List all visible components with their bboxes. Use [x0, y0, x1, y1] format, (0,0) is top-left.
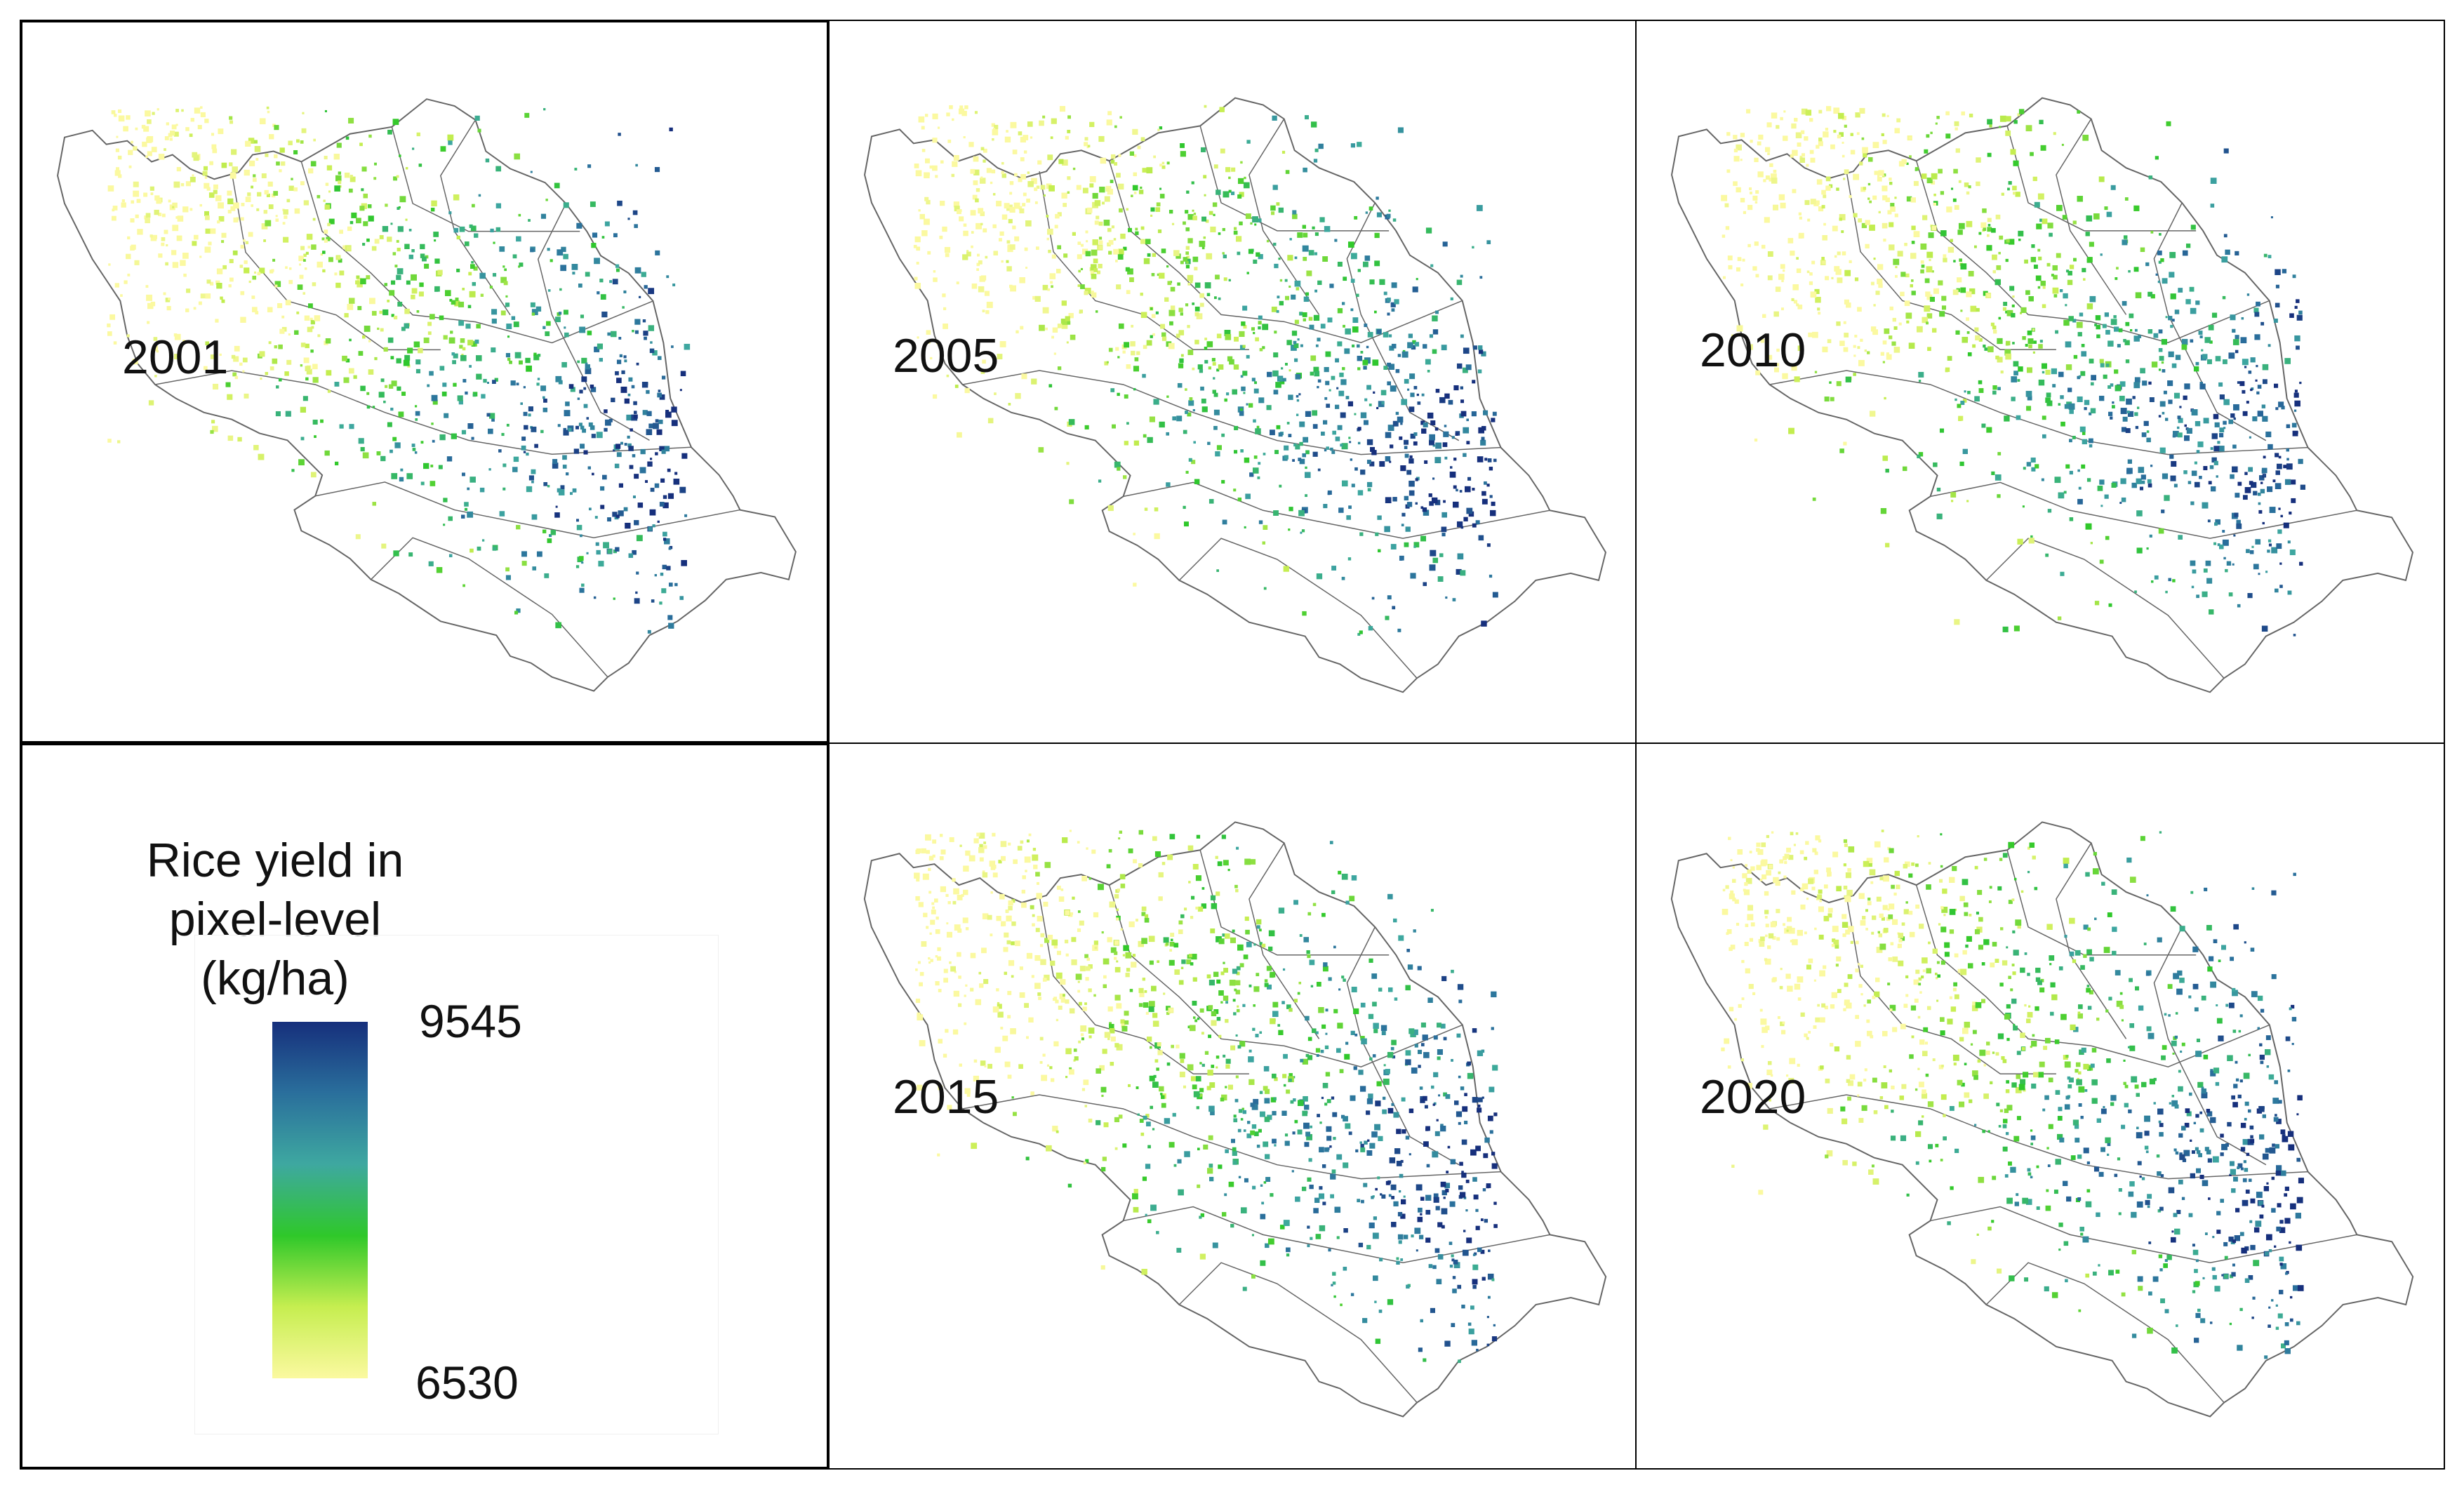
- colorbar-frame: [194, 935, 719, 1434]
- county-boundary: [1915, 161, 2270, 344]
- county-boundary: [1178, 538, 1418, 679]
- province-outline: [1671, 97, 2414, 693]
- county-boundary: [315, 481, 740, 539]
- year-label-2001: 2001: [122, 331, 229, 384]
- county-boundary: [2006, 126, 2197, 232]
- map-panel-2010: 2010: [1635, 20, 2445, 744]
- county-boundary: [2056, 119, 2127, 315]
- province-outline: [864, 97, 1607, 693]
- legend-panel: Rice yield in pixel-level (kg/ha) 9545 6…: [20, 742, 830, 1470]
- yield-pixels: [1721, 830, 2304, 1359]
- legend-title-line-3: (kg/ha): [201, 952, 349, 1005]
- yield-map-2001: [57, 98, 797, 692]
- county-boundary: [537, 203, 650, 441]
- legend-title-line-1: Rice yield in: [146, 834, 404, 887]
- year-label-2005: 2005: [893, 329, 999, 382]
- yield-pixels: [913, 105, 1498, 636]
- county-boundary: [1199, 126, 1390, 232]
- colorbar-max-label: 9545: [419, 995, 522, 1047]
- county-boundary: [1178, 1262, 1418, 1404]
- map-panel-2005: 2005: [828, 20, 1638, 744]
- year-label-2010: 2010: [1700, 324, 1806, 377]
- legend-title-line-2: pixel-level: [168, 893, 382, 946]
- map-panel-2015: 2015: [828, 742, 1638, 1470]
- county-boundary: [1930, 1206, 2357, 1263]
- county-boundary: [1346, 926, 1460, 1166]
- county-boundary: [1123, 1206, 1550, 1263]
- yield-pixels: [914, 830, 1498, 1364]
- province-outline: [57, 98, 797, 692]
- county-boundary: [391, 126, 580, 232]
- county-boundary: [2153, 926, 2267, 1166]
- yield-pixels: [107, 106, 691, 634]
- legend-title: Rice yield in pixel-level (kg/ha): [22, 831, 528, 1008]
- county-boundary: [1123, 481, 1550, 539]
- county-boundary: [154, 370, 692, 455]
- county-boundary: [1769, 1094, 2308, 1180]
- year-label-2015: 2015: [893, 1070, 999, 1124]
- yield-map-2015: [863, 821, 1607, 1418]
- county-boundary: [962, 1094, 1501, 1180]
- county-boundary: [1039, 171, 1249, 350]
- county-boundary: [962, 370, 1501, 455]
- county-boundary: [1985, 538, 2225, 679]
- yield-map-2020: [1670, 821, 2414, 1418]
- colorbar-min-label: 6530: [415, 1357, 519, 1409]
- county-boundary: [1248, 842, 1320, 1039]
- map-panel-2001: 2001: [20, 20, 830, 744]
- county-boundary: [1346, 202, 1460, 441]
- yield-map-2010: [1671, 97, 2414, 693]
- yield-map-2005: [864, 97, 1607, 693]
- map-panel-2020: 2020: [1635, 742, 2445, 1470]
- county-boundary: [1930, 481, 2357, 539]
- county-boundary: [300, 161, 653, 344]
- year-label-2020: 2020: [1700, 1070, 1806, 1124]
- yield-pixels: [1721, 106, 2306, 637]
- county-boundary: [1915, 884, 2270, 1067]
- county-boundary: [1769, 370, 2308, 455]
- colorbar: [272, 1022, 368, 1378]
- county-boundary: [1199, 850, 1390, 956]
